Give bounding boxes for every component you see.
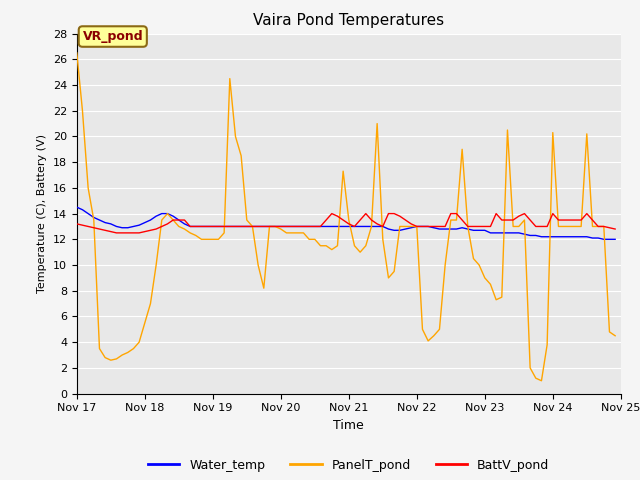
X-axis label: Time: Time	[333, 419, 364, 432]
Text: VR_pond: VR_pond	[83, 30, 143, 43]
Y-axis label: Temperature (C), Battery (V): Temperature (C), Battery (V)	[37, 134, 47, 293]
Title: Vaira Pond Temperatures: Vaira Pond Temperatures	[253, 13, 444, 28]
Legend: Water_temp, PanelT_pond, BattV_pond: Water_temp, PanelT_pond, BattV_pond	[143, 454, 554, 477]
